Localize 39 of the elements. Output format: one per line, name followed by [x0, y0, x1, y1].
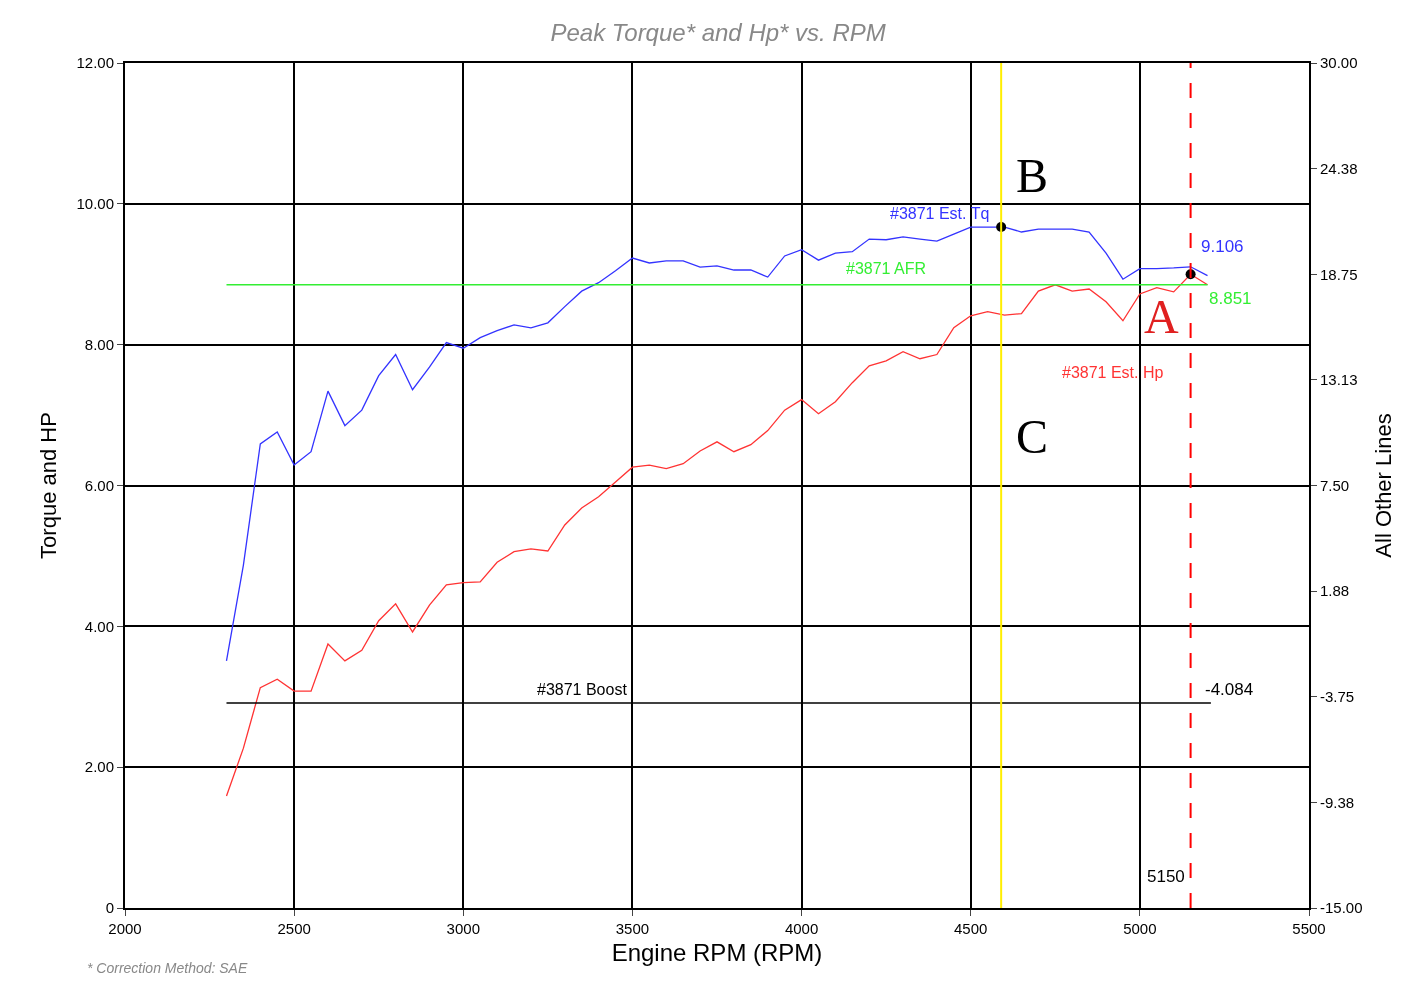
y2-tick-label: 13.13 [1320, 371, 1358, 389]
text: * Correction Method: SAE [87, 960, 248, 976]
x-tick-label: 3000 [446, 920, 480, 937]
y-tick-label: 0 [105, 899, 114, 917]
chart-title: Peak Torque* and Hp* vs. RPM [550, 19, 886, 47]
y-tick-label: 8.00 [84, 335, 114, 353]
annotation: A [1144, 290, 1179, 343]
y-tick-label: 2.00 [84, 758, 114, 776]
y-tick-label: 12.00 [76, 54, 114, 72]
y2-tick-label: 30.00 [1320, 54, 1358, 72]
y2-tick-label: -15.00 [1320, 899, 1363, 917]
y-tick-label: 6.00 [84, 476, 114, 494]
x-tick-label: 5500 [1292, 920, 1326, 937]
y-axis-title: Torque and HP [35, 412, 61, 559]
series-label: #3871 Boost [537, 681, 628, 698]
x-tick-label: 5000 [1123, 920, 1157, 937]
y2-tick-label: 18.75 [1320, 265, 1358, 283]
y2-tick-label: 24.38 [1320, 159, 1358, 177]
series-label: #3871 AFR [846, 260, 927, 277]
y2-tick-label: -3.75 [1320, 688, 1355, 705]
y-tick-label: 4.00 [84, 617, 114, 635]
x-axis-title: Engine RPM (RPM) [611, 938, 823, 966]
x-tick-label: 4000 [784, 920, 819, 937]
annotation: C [1016, 410, 1049, 463]
text: #3871 Est. Hp [1062, 364, 1164, 381]
y2-tick-label: 1.88 [1320, 582, 1350, 600]
data-label: 9.106 [1201, 237, 1244, 256]
data-label: 8.851 [1209, 289, 1252, 308]
data-label: -4.084 [1205, 680, 1254, 699]
x-tick-label: 2500 [277, 920, 311, 937]
annotation: B [1016, 149, 1049, 202]
x-tick-label: 3500 [615, 920, 650, 937]
y2-tick-label: 7.50 [1320, 476, 1350, 494]
ref-line-label: 5150 [1147, 867, 1185, 886]
x-tick-label: 4500 [954, 920, 988, 937]
y-tick-label: 10.00 [76, 195, 114, 213]
x-tick-label: 2000 [108, 920, 142, 937]
y2-axis-title: All Other Lines [1370, 413, 1396, 558]
y2-tick-label: -9.38 [1320, 793, 1355, 811]
